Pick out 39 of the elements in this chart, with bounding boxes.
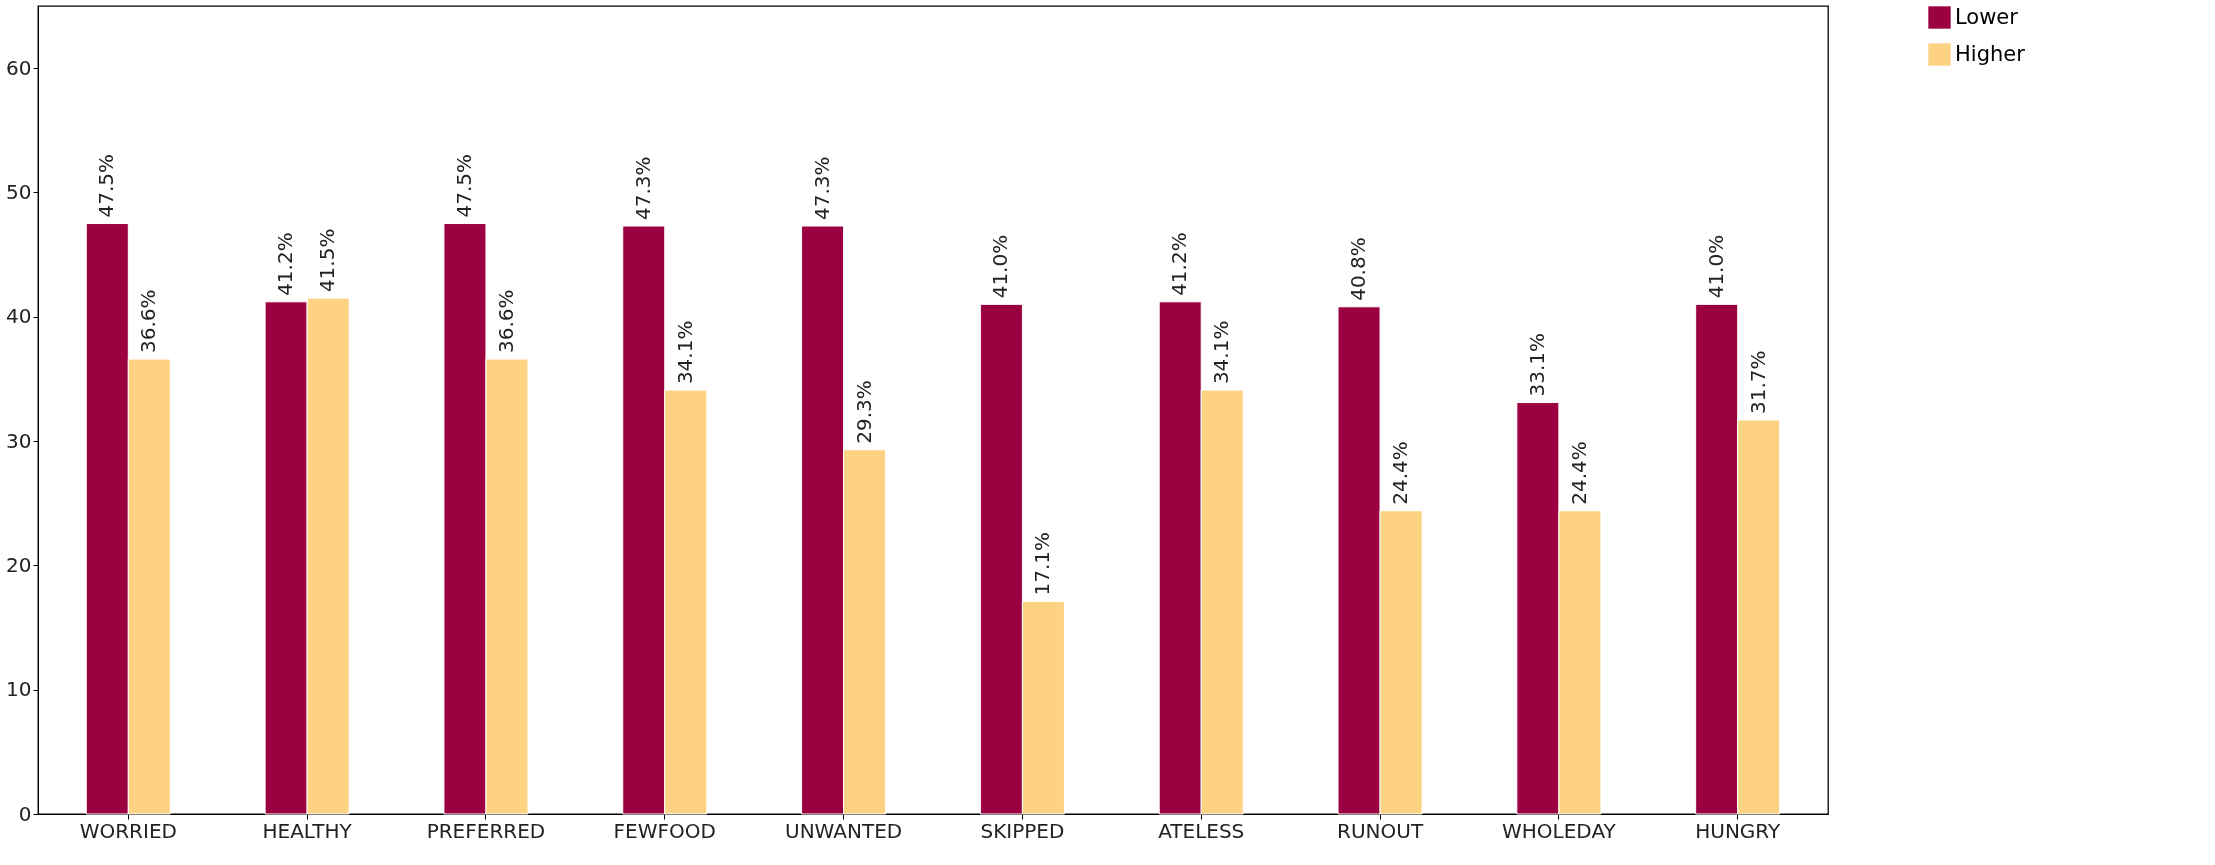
data-label: 40.8% <box>1346 237 1371 301</box>
data-label: 47.5% <box>451 153 476 218</box>
data-label: 41.5% <box>315 228 340 293</box>
data-label: 36.6% <box>136 289 161 354</box>
data-label: 24.4% <box>1388 441 1413 505</box>
x-tick-label: UNWANTED <box>785 818 903 843</box>
y-tick-label: 0 <box>18 801 32 826</box>
data-label: 41.0% <box>1703 234 1728 299</box>
x-tick-label: SKIPPED <box>980 818 1065 843</box>
x-tick-label: HUNGRY <box>1695 818 1781 843</box>
data-label: 47.3% <box>809 156 834 221</box>
y-tick-label: 20 <box>6 552 32 577</box>
y-tick-label: 50 <box>6 179 32 204</box>
data-label: 47.3% <box>630 156 655 221</box>
x-tick-label: ATELESS <box>1158 818 1245 843</box>
x-tick-label: PREFERRED <box>426 818 546 843</box>
x-tick-label: FEWFOOD <box>613 818 716 843</box>
x-tick-label: RUNOUT <box>1337 818 1424 843</box>
x-tick-label: WHOLEDAY <box>1502 818 1617 843</box>
data-label: 24.4% <box>1566 441 1591 505</box>
legend-label: Lower <box>1955 4 2019 29</box>
data-label: 17.1% <box>1030 531 1055 596</box>
data-label: 31.7% <box>1745 350 1770 414</box>
y-tick-label: 10 <box>6 677 32 702</box>
y-tick-label: 40 <box>6 304 32 329</box>
y-tick-label: 60 <box>6 55 32 80</box>
data-label: 41.0% <box>988 234 1013 299</box>
x-tick-label: HEALTHY <box>262 818 353 843</box>
y-tick-label: 30 <box>6 428 32 453</box>
data-label: 41.2% <box>273 232 298 296</box>
data-label: 41.2% <box>1167 232 1192 296</box>
data-label: 33.1% <box>1524 332 1549 397</box>
data-label: 34.1% <box>672 320 697 385</box>
data-label: 34.1% <box>1209 320 1234 385</box>
data-label: 29.3% <box>851 380 876 444</box>
legend-label: Higher <box>1955 41 2026 66</box>
x-tick-label: WORRIED <box>79 818 177 843</box>
data-label: 36.6% <box>493 289 518 354</box>
data-label: 47.5% <box>94 153 119 218</box>
